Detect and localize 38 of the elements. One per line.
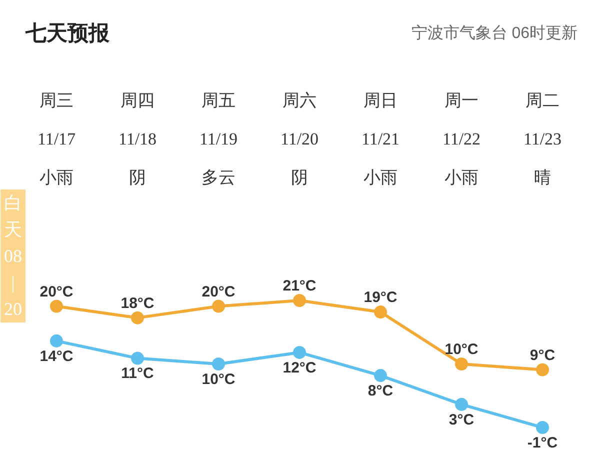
point: [212, 300, 225, 313]
data-label: 9°C: [530, 346, 556, 364]
point: [455, 358, 468, 370]
point: [212, 358, 225, 370]
data-label: 19°C: [364, 289, 398, 306]
point: [293, 294, 306, 307]
data-label: 21°C: [282, 278, 316, 294]
chart-subtitle: 宁波市气象台 06时更新: [411, 24, 578, 42]
x-tick-label: 周日 11/21 小雨: [361, 91, 400, 187]
data-label: 11°C: [121, 365, 154, 382]
data-label: 20°C: [202, 283, 236, 300]
data-label: 10°C: [444, 341, 478, 358]
point: [50, 334, 63, 348]
data-label: 12°C: [282, 359, 316, 376]
data-label: -1°C: [527, 434, 558, 452]
x-tick-label: 周五 11/19 多云: [199, 91, 238, 187]
x-tick-label: 周二 11/23 晴: [523, 91, 562, 187]
chart-title: 七天预报: [24, 22, 110, 45]
data-label: 3°C: [448, 411, 474, 428]
point: [536, 421, 549, 434]
point: [293, 346, 306, 359]
point: [131, 311, 144, 324]
data-label: 20°C: [40, 283, 74, 300]
point: [536, 363, 549, 376]
data-label: 18°C: [120, 294, 154, 312]
point: [374, 369, 387, 382]
x-tick-label: 周四 11/18 阴: [118, 91, 157, 187]
x-tick-label: 周六 11/20 阴: [280, 91, 319, 187]
point: [455, 398, 468, 411]
point: [50, 300, 63, 313]
data-label: 10°C: [202, 371, 236, 388]
annotation: 白天 08 | 20: [4, 192, 22, 320]
x-tick-label: 周三 11/17 小雨: [37, 91, 76, 187]
x-tick-label: 周一 11/22 小雨: [442, 91, 481, 187]
data-label: 8°C: [368, 382, 394, 400]
point: [131, 352, 144, 365]
data-label: 14°C: [40, 348, 74, 365]
point: [374, 306, 387, 319]
